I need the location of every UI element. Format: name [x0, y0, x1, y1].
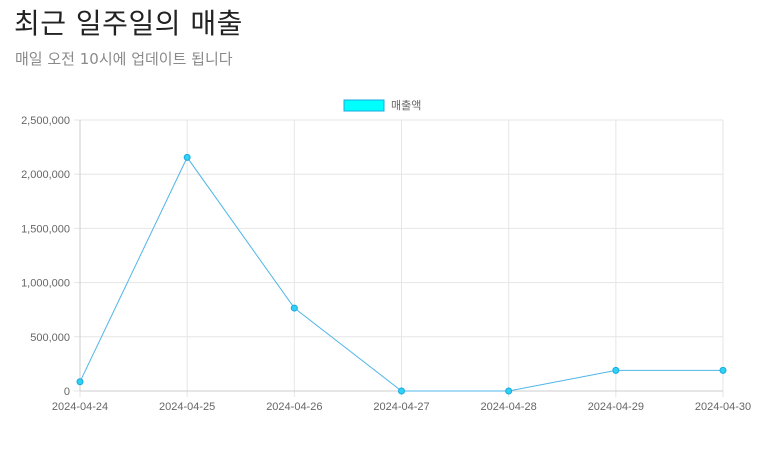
y-tick-label: 2,000,000 [21, 169, 70, 181]
page-subtitle: 매일 오전 10시에 업데이트 됩니다 [15, 50, 233, 68]
data-point[interactable] [76, 378, 84, 386]
x-tick-label: 2024-04-30 [695, 401, 751, 413]
data-point[interactable] [612, 366, 620, 374]
chart-legend[interactable]: 매출액 [343, 99, 421, 112]
data-point[interactable] [398, 387, 405, 395]
x-tick-label: 2024-04-28 [481, 401, 537, 413]
chart-series [76, 153, 727, 395]
y-tick-label: 1,500,000 [21, 223, 70, 235]
legend-swatch[interactable] [343, 99, 385, 112]
x-tick-label: 2024-04-25 [159, 401, 215, 413]
y-tick-label: 2,500,000 [21, 115, 70, 127]
x-tick-label: 2024-04-27 [373, 401, 429, 413]
x-tick-label: 2024-04-24 [52, 401, 108, 413]
y-tick-label: 1,000,000 [21, 278, 70, 290]
chart-grid [74, 119, 724, 397]
x-tick-label: 2024-04-26 [266, 401, 322, 413]
data-point[interactable] [183, 153, 191, 161]
y-tick-label: 0 [64, 386, 70, 398]
data-point[interactable] [290, 304, 298, 312]
y-tick-label: 500,000 [30, 332, 70, 344]
data-point[interactable] [505, 387, 513, 395]
legend-label[interactable]: 매출액 [391, 99, 421, 112]
x-tick-label: 2024-04-29 [588, 401, 644, 413]
data-point[interactable] [719, 366, 727, 374]
page-title: 최근 일주일의 매출 [14, 7, 243, 40]
chart-axes: 0 500,000 1,000,000 1,500,000 2,000,000 2,500… [21, 115, 751, 413]
